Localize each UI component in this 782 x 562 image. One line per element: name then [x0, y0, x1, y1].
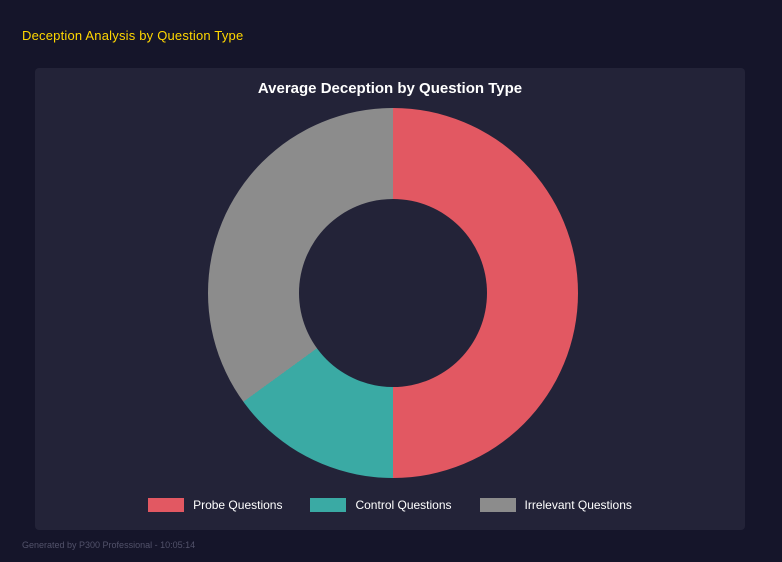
legend-label: Irrelevant Questions	[524, 498, 632, 512]
legend-item[interactable]: Control Questions	[310, 498, 452, 512]
donut-hole	[299, 199, 487, 387]
chart-panel: Average Deception by Question Type Probe…	[35, 68, 745, 530]
legend-item[interactable]: Irrelevant Questions	[479, 498, 632, 512]
chart-legend: Probe Questions Control Questions Irreleva…	[35, 498, 745, 512]
legend-swatch	[310, 498, 347, 512]
legend-swatch	[479, 498, 516, 512]
chart-title: Average Deception by Question Type	[257, 80, 523, 97]
legend-label: Probe Questions	[193, 498, 283, 512]
page-title: Deception Analysis by Question Type	[22, 28, 244, 43]
legend-item[interactable]: Probe Questions	[148, 498, 282, 512]
legend-label: Control Questions	[355, 498, 452, 512]
legend-swatch	[148, 498, 185, 512]
donut-chart-area	[208, 108, 578, 478]
footer-status-text: Generated by P300 Professional - 10:05:1…	[22, 540, 196, 550]
